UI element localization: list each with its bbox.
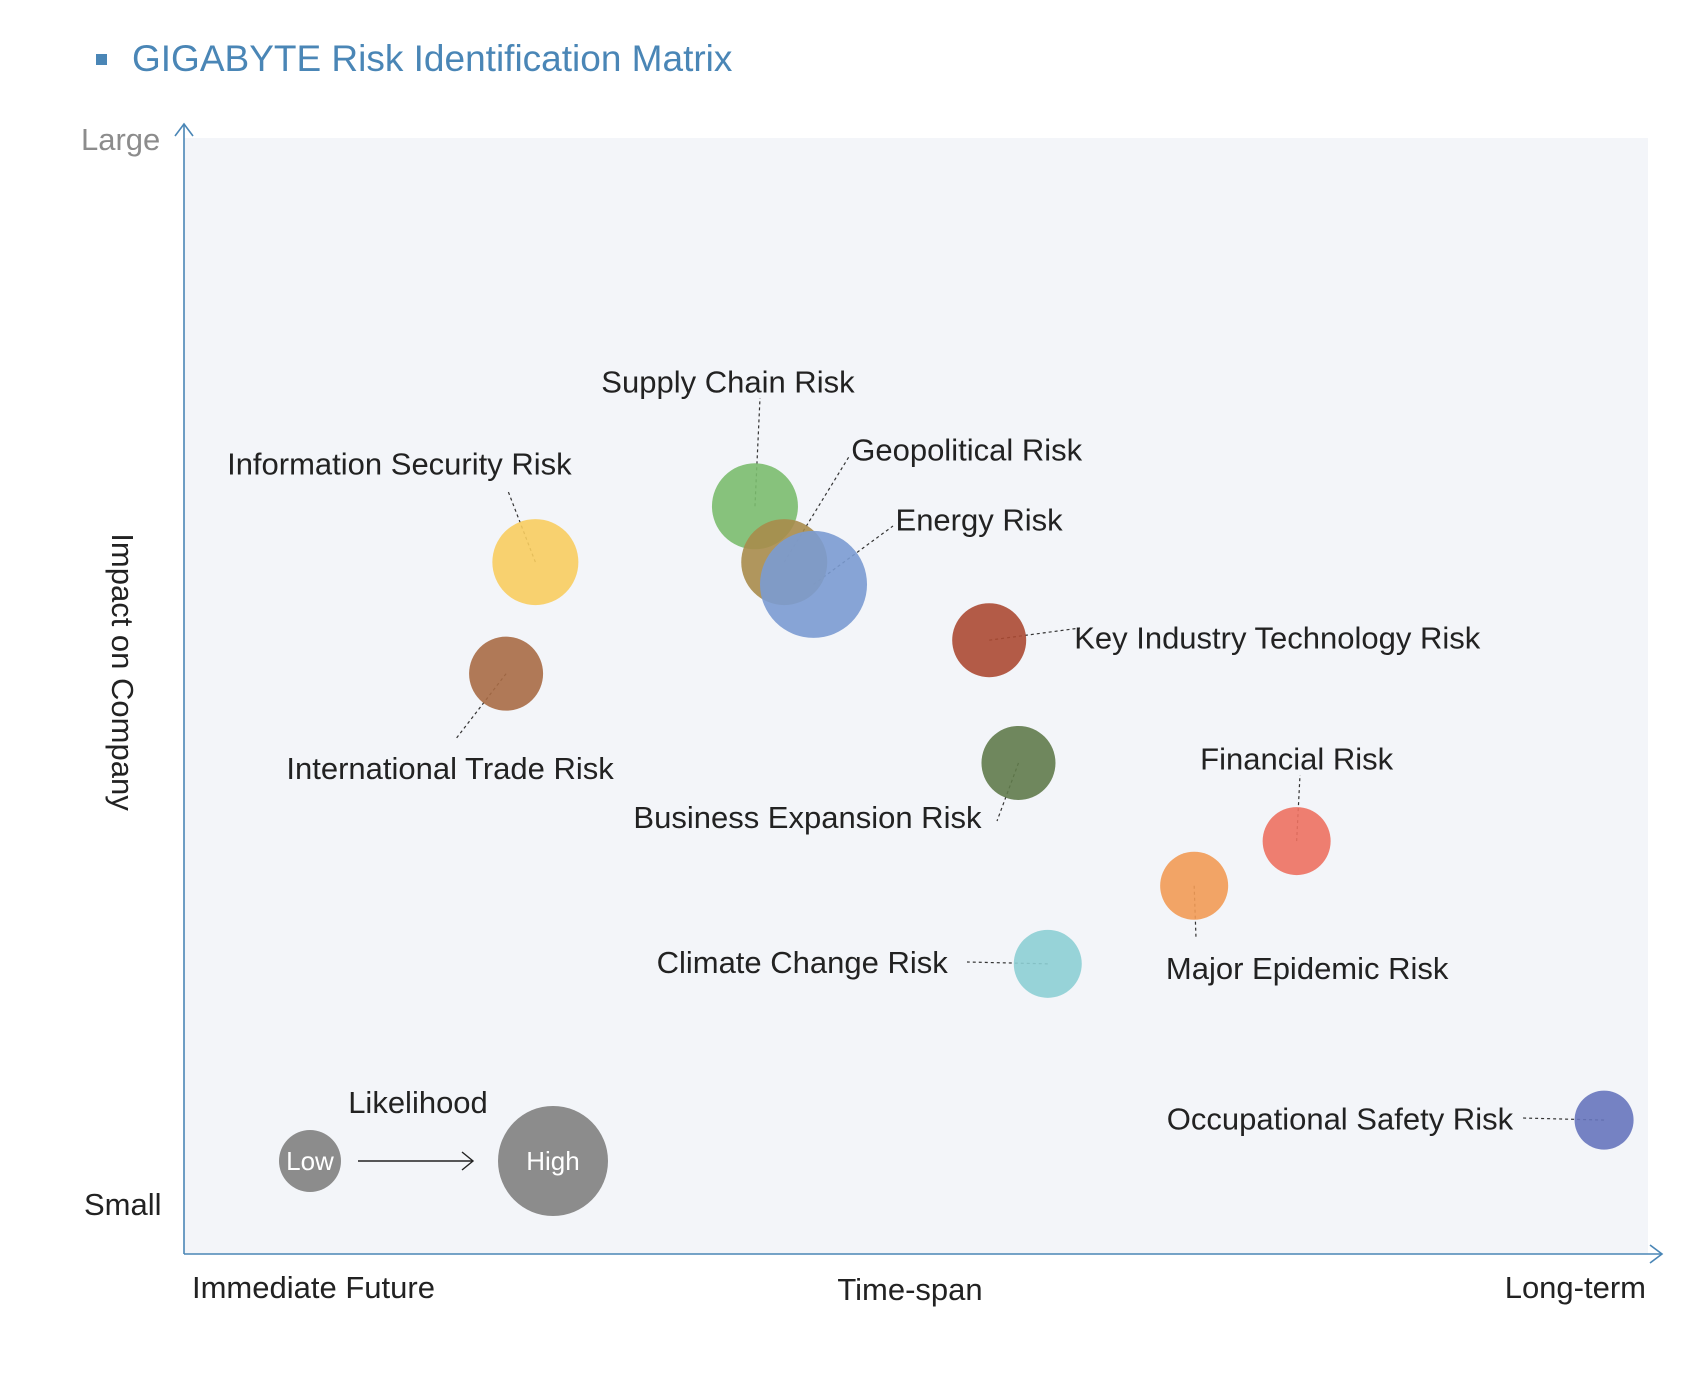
risk-bubbles (469, 463, 1634, 1150)
x-axis-title: Time-span (837, 1272, 983, 1307)
risk-label: Business Expansion Risk (633, 800, 982, 835)
legend-low-label: Low (286, 1146, 334, 1176)
x-axis-arrow-icon (1649, 1244, 1664, 1264)
risk-label: Financial Risk (1200, 741, 1393, 776)
y-axis-title: Impact on Company (105, 533, 140, 811)
legend-high-label: High (526, 1146, 579, 1176)
risk-bubble (492, 519, 579, 606)
risk-label: Energy Risk (896, 503, 1064, 538)
risk-bubble (1013, 929, 1082, 998)
legend-title: Likelihood (348, 1085, 488, 1120)
plot-area (184, 138, 1648, 1254)
x-axis-left-label: Immediate Future (192, 1270, 435, 1305)
risk-label: Climate Change Risk (657, 945, 949, 980)
legend-arrowhead-icon (461, 1151, 475, 1171)
risk-bubble (1160, 851, 1229, 920)
risk-label: Information Security Risk (227, 446, 572, 481)
legend-low-bubble (279, 1130, 341, 1192)
risk-label: Occupational Safety Risk (1167, 1101, 1514, 1136)
risk-label: International Trade Risk (286, 751, 614, 786)
leader-line (1296, 774, 1301, 842)
y-axis-bottom-label: Small (84, 1187, 162, 1222)
risk-bubble (981, 725, 1056, 800)
axes (174, 122, 1664, 1264)
legend-high-bubble (498, 1106, 608, 1216)
risk-bubble (760, 530, 868, 638)
risk-label: Supply Chain Risk (601, 364, 855, 399)
risk-label: Major Epidemic Risk (1166, 951, 1449, 986)
chart-title: GIGABYTE Risk Identification Matrix (132, 38, 733, 79)
risk-label: Key Industry Technology Risk (1074, 620, 1481, 655)
y-axis-top-label: Large (81, 122, 161, 157)
risk-bubble (1574, 1090, 1634, 1150)
likelihood-legend: Likelihood Low High (279, 1085, 608, 1216)
risk-bubble (1262, 807, 1331, 876)
x-axis-right-label: Long-term (1504, 1270, 1646, 1305)
y-axis-arrow-icon (174, 122, 194, 137)
risk-labels: Supply Chain Risk Geopolitical Risk Energy… (227, 364, 1514, 1136)
risk-bubble (469, 636, 544, 711)
title-bullet-icon (96, 54, 107, 65)
risk-label: Geopolitical Risk (851, 432, 1082, 467)
risk-bubble (952, 603, 1027, 678)
